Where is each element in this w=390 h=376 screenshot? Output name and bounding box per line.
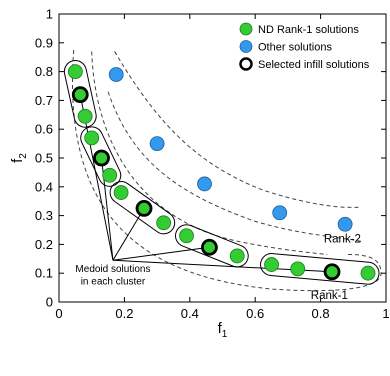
y-tick-label: 0.7 [35,93,53,108]
nd-rank-1-point [67,64,83,79]
y-tick-label: 0.6 [35,122,53,137]
nd-rank-1-point [264,257,279,272]
rank-1-label: Rank-1 [311,290,348,302]
axis-ticks: 0 0.2 0.4 0.6 0.8 1 0 0.1 0.2 0.3 0.4 0.5 0.6 0.7 0.8 0… [35,7,390,322]
nd-rank-1-point [156,215,172,231]
nd-rank-1-point [179,228,194,244]
cluster-5-outline [260,253,380,285]
nd-rank-1-point [113,185,129,200]
cluster-1-outline [63,60,97,128]
nd-rank-1-point [290,261,306,277]
rank-2-outer-boundary [114,51,362,208]
legend: ND Rank-1 solutions Other solutions Select… [239,22,370,71]
selected-infill-point [201,238,218,256]
rank-2-label: Rank-2 [324,234,361,246]
cluster-3-outline [109,181,176,235]
nd-rank-1-point [77,108,93,124]
nd-rank-1-point [360,265,376,281]
cluster-boundaries [63,49,382,292]
other-solution-point [149,136,165,152]
rank-2-inner-boundary [107,91,362,243]
other-solution-point [272,205,288,221]
legend-marker-nd-rank-1 [239,22,253,36]
selected-infill-point [93,149,110,167]
y-axis-label: f2 [9,153,29,163]
medoid-label-line-2: in each cluster [81,277,146,288]
other-solution-point [197,176,212,192]
nd-rank-1-point [84,130,100,146]
legend-marker-selected [239,57,253,71]
nd-rank-1-point [102,167,118,183]
medoid-label-line-1: Medoid solutions [75,264,150,275]
x-tick-label: 1 [382,306,389,321]
data-points [67,64,376,281]
selected-infill-point [71,86,89,104]
y-tick-label: 0 [46,295,53,310]
x-tick-label: 0 [55,306,62,321]
y-tick-label: 1 [46,7,53,22]
y-tick-label: 0.2 [35,237,53,252]
legend-marker-other [239,40,253,53]
selected-infill-point [135,199,153,217]
y-tick-label: 0.9 [35,35,53,50]
x-tick-label: 0.4 [181,306,199,321]
y-tick-label: 0.4 [35,179,53,194]
x-tick-label: 0.8 [312,306,330,321]
rank-1-outer-boundary [72,49,382,292]
selected-infill-point [323,263,341,281]
legend-label: Selected infill solutions [258,59,370,71]
y-tick-label: 0.1 [35,266,53,281]
x-axis-label: f1 [218,320,228,340]
other-solution-point [108,67,124,82]
x-tick-label: 0.2 [115,306,133,321]
rank-1-inner-boundary [91,51,328,255]
y-tick-label: 0.3 [35,208,53,223]
legend-label: ND Rank-1 solutions [258,24,359,36]
medoid-pointer-line [112,246,210,261]
legend-label: Other solutions [258,42,332,54]
nd-rank-1-point [229,248,245,264]
x-tick-label: 0.6 [246,306,264,321]
y-tick-label: 0.8 [35,64,53,79]
medoid-pointer-line [112,208,145,261]
cluster-4-outline [175,224,249,268]
other-solution-point [337,216,353,232]
y-tick-label: 0.5 [35,151,53,166]
